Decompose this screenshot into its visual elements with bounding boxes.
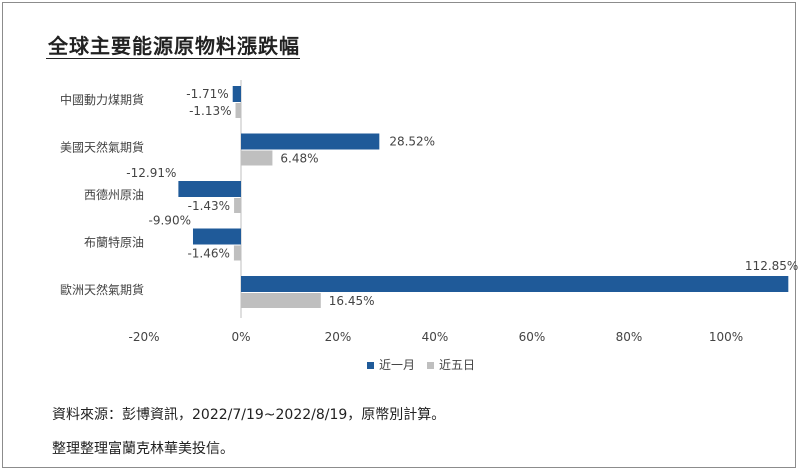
category-label: 中國動力煤期貨 (60, 92, 144, 107)
x-tick-label: 20% (325, 330, 352, 344)
bar-five-day (233, 245, 241, 261)
category-label: 美國天然氣期貨 (60, 140, 144, 155)
data-label: -9.90% (149, 214, 191, 228)
bar-month (241, 276, 789, 292)
bar-month (241, 133, 380, 150)
x-tick-label: -20% (128, 330, 159, 344)
chart-title: 全球主要能源原物料漲跌幅 (48, 34, 300, 58)
data-label: -1.71% (186, 87, 228, 101)
bar-five-day (241, 150, 273, 166)
title-underline (46, 58, 300, 59)
category-label: 布蘭特原油 (84, 235, 144, 250)
legend-label: 近五日 (439, 358, 475, 372)
bar-month (178, 181, 241, 197)
x-tick-label: 60% (519, 330, 546, 344)
bar-five-day (234, 198, 241, 213)
data-label: -1.13% (189, 104, 231, 118)
legend-swatch-month (367, 362, 374, 369)
bar-five-day (235, 103, 241, 118)
x-tick-label: 100% (709, 330, 743, 344)
category-label: 歐洲天然氣期貨 (60, 282, 144, 297)
data-label: -1.43% (188, 199, 230, 213)
bar-five-day (241, 293, 321, 308)
legend-label: 近一月 (379, 358, 415, 372)
data-label: 28.52% (389, 135, 435, 149)
data-label: 112.85% (745, 259, 798, 273)
chart-frame (2, 2, 796, 468)
compiled-by-note: 整理整理富蘭克林華美投信。 (52, 441, 234, 457)
data-label: 6.48% (280, 152, 318, 166)
x-tick-label: 0% (231, 330, 250, 344)
data-label: -12.91% (126, 166, 176, 180)
data-label: 16.45% (329, 294, 375, 308)
legend-swatch-five-day (427, 362, 434, 369)
x-tick-label: 40% (422, 330, 449, 344)
bar-month (192, 228, 241, 245)
category-label: 西德州原油 (84, 187, 144, 202)
data-label: -1.46% (187, 247, 229, 261)
x-tick-label: 80% (616, 330, 643, 344)
bar-month (232, 86, 241, 102)
source-note: 資料來源：彭博資訊，2022/7/19~2022/8/19，原幣別計算。 (52, 407, 446, 423)
